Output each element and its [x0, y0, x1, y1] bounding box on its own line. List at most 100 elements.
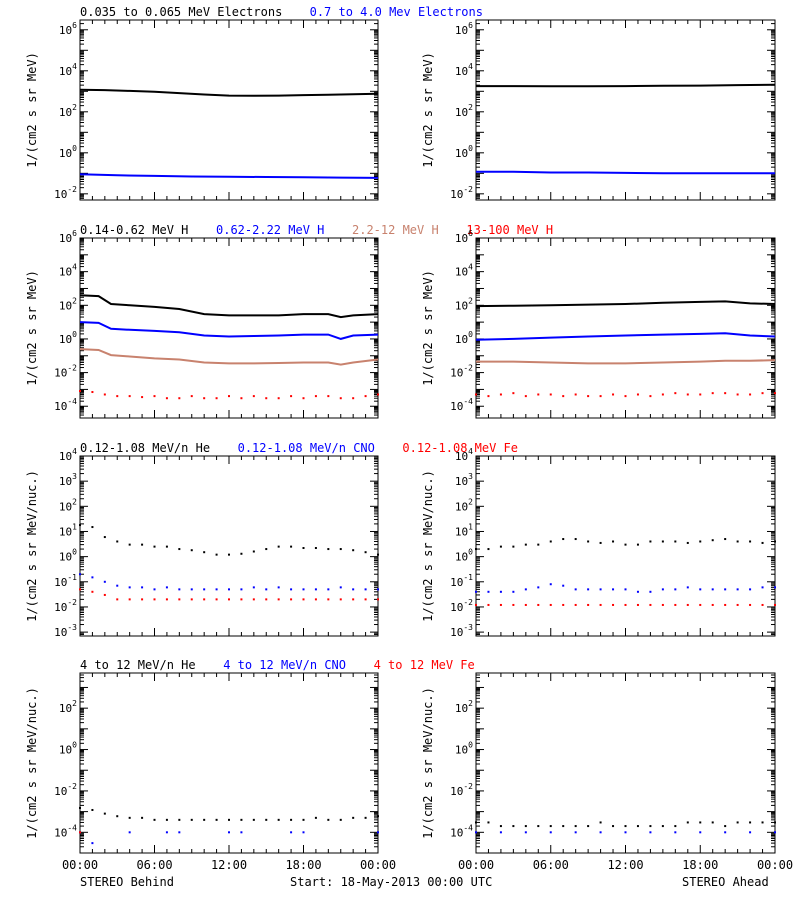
y-tick-label: 100 [455, 741, 473, 757]
data-point [524, 395, 527, 398]
x-tick-label: 00:00 [757, 858, 793, 872]
y-axis-label: 1/(cm2 s sr MeV/nuc.) [421, 470, 435, 622]
data-point [128, 831, 131, 834]
data-point [128, 598, 131, 601]
data-point [265, 818, 268, 821]
data-point [190, 588, 193, 591]
y-tick-label: 10-2 [54, 364, 77, 380]
chart-panel-behind-2: 10-3 10-2 10-1 100 101 102 103 104 1/(cm2 s sr M… [25, 447, 379, 639]
legend-label: 4 to 12 MeV Fe [374, 658, 475, 672]
data-point [699, 588, 702, 591]
data-point [215, 818, 218, 821]
data-point [749, 603, 752, 606]
data-point [499, 393, 502, 396]
data-point [116, 395, 119, 398]
x-tick-label: 00:00 [360, 858, 396, 872]
data-point [215, 553, 218, 556]
legend-label: 0.12-1.08 MeV Fe [402, 441, 518, 455]
y-axis-label: 1/(cm2 s sr MeV/nuc.) [421, 687, 435, 839]
data-point [327, 818, 330, 821]
series-line [476, 170, 775, 175]
data-point [339, 598, 342, 601]
data-point [165, 545, 168, 548]
data-point [574, 538, 577, 541]
data-point [587, 825, 590, 828]
series-line [476, 359, 776, 365]
data-point [749, 821, 752, 824]
data-point [612, 393, 615, 396]
data-point [364, 598, 367, 601]
y-axis-label: 1/(cm2 s sr MeV) [421, 270, 435, 386]
data-point [141, 816, 144, 819]
legend-label: 0.14-0.62 MeV H [80, 223, 188, 237]
plot-frame [79, 19, 379, 201]
data-point [352, 397, 355, 400]
data-point [512, 545, 515, 548]
data-point [91, 590, 94, 593]
data-point [240, 552, 243, 555]
data-point [339, 397, 342, 400]
data-point [79, 573, 81, 576]
legend-label: 0.62-2.22 MeV H [216, 223, 324, 237]
data-point [128, 395, 131, 398]
data-point [178, 598, 181, 601]
data-point [699, 831, 702, 834]
data-point [240, 831, 243, 834]
y-tick-label: 104 [455, 263, 473, 279]
data-point [103, 393, 106, 396]
data-point [103, 593, 106, 596]
data-point [290, 545, 293, 548]
data-point [302, 547, 305, 550]
data-point [79, 524, 81, 527]
data-point [574, 831, 577, 834]
data-point [103, 580, 106, 583]
y-tick-label: 10-3 [450, 623, 473, 639]
y-tick-label: 103 [455, 472, 473, 488]
y-tick-label: 104 [59, 62, 77, 78]
data-point [153, 818, 156, 821]
data-point [240, 818, 243, 821]
data-point [487, 548, 490, 551]
data-point [265, 548, 268, 551]
data-point [352, 549, 355, 552]
y-tick-label: 106 [455, 229, 473, 245]
y-axis-label: 1/(cm2 s sr MeV/nuc.) [25, 687, 39, 839]
data-point [562, 584, 565, 587]
y-tick-label: 10-1 [54, 573, 77, 589]
data-point [574, 393, 577, 396]
data-point [128, 586, 131, 589]
data-point [624, 825, 627, 828]
data-point [599, 603, 602, 606]
series-line [475, 332, 776, 341]
data-point [203, 818, 206, 821]
data-point [240, 598, 243, 601]
data-point [141, 396, 144, 399]
data-point [599, 588, 602, 591]
data-point [475, 393, 477, 396]
data-point [79, 831, 81, 834]
data-point [512, 590, 515, 593]
data-point [736, 588, 739, 591]
x-tick-label: 18:00 [682, 858, 718, 872]
data-point [277, 598, 280, 601]
data-point [686, 393, 689, 396]
data-point [736, 603, 739, 606]
data-point [314, 598, 317, 601]
legend-label: 0.12-1.08 MeV/n He [80, 441, 210, 455]
data-point [761, 586, 764, 589]
chart-panel-ahead-3: 10-4 10-2 100 102 1/(cm2 s sr MeV/nuc.) 00:00… [421, 672, 793, 872]
data-point [290, 395, 293, 398]
data-point [339, 548, 342, 551]
y-tick-label: 10-2 [450, 185, 473, 201]
y-tick-label: 100 [455, 548, 473, 564]
x-tick-label: 06:00 [136, 858, 172, 872]
data-point [352, 816, 355, 819]
data-point [524, 825, 527, 828]
data-point [327, 588, 330, 591]
plot-frame [79, 237, 379, 419]
y-tick-label: 104 [455, 447, 473, 463]
data-point [699, 393, 702, 396]
data-point [240, 397, 243, 400]
plot-frame [475, 455, 776, 637]
